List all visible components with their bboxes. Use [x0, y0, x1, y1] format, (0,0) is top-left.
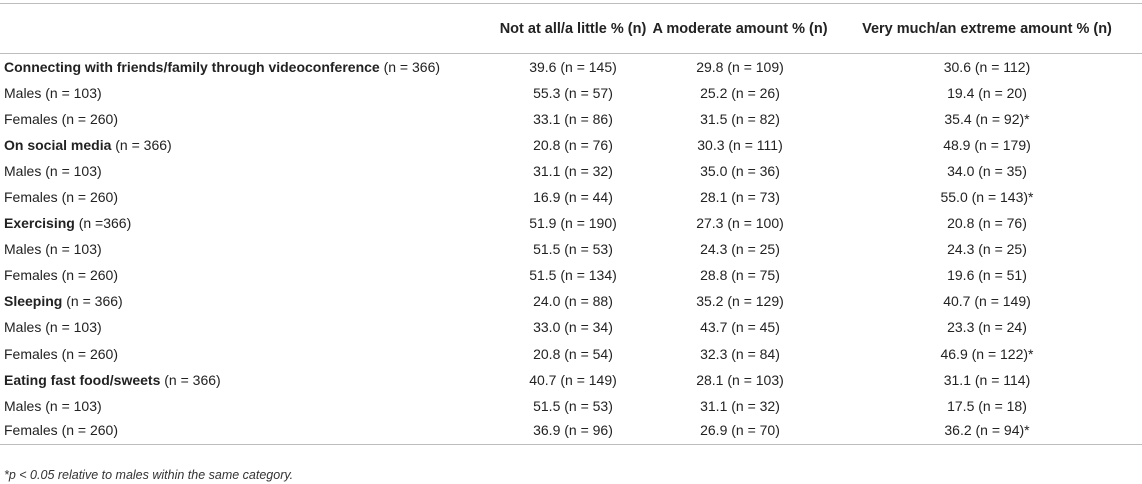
category-label: Eating fast food/sweets [4, 371, 161, 388]
cell-value: 30.6 (n = 112) [943, 58, 1031, 75]
row-label: Females (n = 260) [4, 189, 118, 206]
table-row: Females (n = 260) 20.8 (n = 54) 32.3 (n = … [0, 341, 1142, 367]
cell-value: 16.9 (n = 44) [533, 189, 613, 206]
row-label: Males (n = 103) [4, 397, 102, 414]
header-very-much: Very much/an extreme amount % (n) [832, 3, 1142, 54]
row-label: Males (n = 103) [4, 162, 102, 179]
header-not-at-all: Not at all/a little % (n) [498, 3, 648, 54]
cell-value: 33.1 (n = 86) [533, 110, 613, 127]
cell-value: 35.4 (n = 92)* [944, 110, 1030, 127]
row-label: Sleeping (n = 366) [0, 288, 498, 314]
cell-value: 24.3 (n = 25) [700, 241, 780, 258]
cell-value: 48.9 (n = 179) [943, 136, 1031, 153]
cell-value: 24.3 (n = 25) [947, 241, 1027, 258]
cell-value: 36.2 (n = 94)* [832, 418, 1142, 446]
cell-value: 29.8 (n = 109) [696, 58, 784, 75]
cell-value: 20.8 (n = 54) [533, 345, 613, 362]
cell-value: 51.5 (n = 134) [529, 267, 617, 284]
category-sample-size: (n =366) [78, 215, 132, 232]
cell-value: 31.5 (n = 82) [700, 110, 780, 127]
header-empty [0, 3, 498, 54]
table-body: Connecting with friends/family through v… [0, 54, 1142, 446]
category-label: Exercising [4, 215, 75, 232]
cell-value: 26.9 (n = 70) [648, 418, 832, 446]
cell-value: 35.0 (n = 36) [700, 162, 780, 179]
row-label: Connecting with friends/family through v… [0, 54, 498, 80]
cell-value: 43.7 (n = 45) [700, 319, 780, 336]
cell-value: 40.7 (n = 149) [943, 293, 1031, 310]
cell-value: 17.5 (n = 18) [947, 397, 1027, 414]
category-label: On social media [4, 136, 112, 153]
row-label: On social media (n = 366) [0, 132, 498, 158]
cell-value: 20.8 (n = 76) [947, 215, 1027, 232]
row-label: Females (n = 260) [4, 345, 118, 362]
table-row: Males (n = 103) 51.5 (n = 53) 24.3 (n = 25… [0, 236, 1142, 262]
cell-value: 39.6 (n = 145) [529, 58, 617, 75]
cell-value: 51.9 (n = 190) [529, 215, 617, 232]
cell-value: 31.1 (n = 32) [700, 397, 780, 414]
table-row: On social media (n = 366) 20.8 (n = 76) 30… [0, 132, 1142, 158]
table-row: Males (n = 103) 55.3 (n = 57) 25.2 (n = 26… [0, 80, 1142, 106]
cell-value: 40.7 (n = 149) [529, 371, 617, 388]
row-label: Females (n = 260) [0, 418, 498, 446]
table-row: Sleeping (n = 366) 24.0 (n = 88) 35.2 (n =… [0, 288, 1142, 314]
cell-value: 35.2 (n = 129) [696, 293, 784, 310]
category-sample-size: (n = 366) [66, 293, 123, 310]
footnote: *p < 0.05 relative to males within the s… [4, 468, 294, 482]
cell-value: 55.0 (n = 143)* [940, 189, 1034, 206]
table-row: Connecting with friends/family through v… [0, 54, 1142, 80]
cell-value: 25.2 (n = 26) [700, 84, 780, 101]
cell-value: 55.3 (n = 57) [533, 84, 613, 101]
category-label: Sleeping [4, 293, 63, 310]
cell-value: 51.5 (n = 53) [533, 397, 613, 414]
cell-value: 19.4 (n = 20) [947, 84, 1027, 101]
cell-value: 27.3 (n = 100) [696, 215, 784, 232]
category-sample-size: (n = 366) [383, 58, 441, 75]
row-label: Exercising (n =366) [0, 210, 498, 236]
table-row: Eating fast food/sweets (n = 366) 40.7 (n… [0, 367, 1142, 393]
row-label: Males (n = 103) [4, 241, 102, 258]
cell-value: 28.1 (n = 103) [696, 371, 784, 388]
cell-value: 19.6 (n = 51) [947, 267, 1027, 284]
cell-value: 34.0 (n = 35) [947, 162, 1027, 179]
table-row: Females (n = 260) 36.9 (n = 96) 26.9 (n = … [0, 418, 1142, 446]
row-label: Males (n = 103) [4, 84, 102, 101]
table-row: Females (n = 260) 51.5 (n = 134) 28.8 (n =… [0, 262, 1142, 288]
row-label: Females (n = 260) [4, 267, 118, 284]
table-row: Exercising (n =366) 51.9 (n = 190) 27.3 (n… [0, 210, 1142, 236]
table-row: Males (n = 103) 31.1 (n = 32) 35.0 (n = 36… [0, 158, 1142, 184]
cell-value: 24.0 (n = 88) [533, 293, 613, 310]
cell-value: 28.1 (n = 73) [700, 189, 780, 206]
cell-value: 36.9 (n = 96) [498, 418, 648, 446]
table-row: Females (n = 260) 33.1 (n = 86) 31.5 (n = … [0, 106, 1142, 132]
category-label: Connecting with friends/family through v… [4, 58, 380, 75]
table-row: Females (n = 260) 16.9 (n = 44) 28.1 (n = … [0, 184, 1142, 210]
table-row: Males (n = 103) 51.5 (n = 53) 31.1 (n = 32… [0, 393, 1142, 419]
cell-value: 20.8 (n = 76) [533, 136, 613, 153]
cell-value: 31.1 (n = 114) [943, 371, 1031, 388]
cell-value: 28.8 (n = 75) [700, 267, 780, 284]
cell-value: 32.3 (n = 84) [700, 345, 780, 362]
category-sample-size: (n = 366) [115, 136, 172, 153]
row-label: Males (n = 103) [4, 319, 102, 336]
category-sample-size: (n = 366) [164, 371, 221, 388]
cell-value: 30.3 (n = 111) [697, 136, 783, 153]
table-row: Males (n = 103) 33.0 (n = 34) 43.7 (n = 45… [0, 314, 1142, 340]
cell-value: 51.5 (n = 53) [533, 241, 613, 258]
cell-value: 31.1 (n = 32) [533, 162, 613, 179]
cell-value: 23.3 (n = 24) [947, 319, 1027, 336]
header-moderate: A moderate amount % (n) [648, 3, 832, 54]
row-label: Females (n = 260) [4, 110, 118, 127]
table-header-row: Not at all/a little % (n) A moderate amo… [0, 3, 1142, 54]
cell-value: 33.0 (n = 34) [533, 319, 613, 336]
cell-value: 46.9 (n = 122)* [940, 345, 1034, 362]
results-table: Not at all/a little % (n) A moderate amo… [0, 3, 1142, 446]
row-label: Eating fast food/sweets (n = 366) [0, 367, 498, 393]
